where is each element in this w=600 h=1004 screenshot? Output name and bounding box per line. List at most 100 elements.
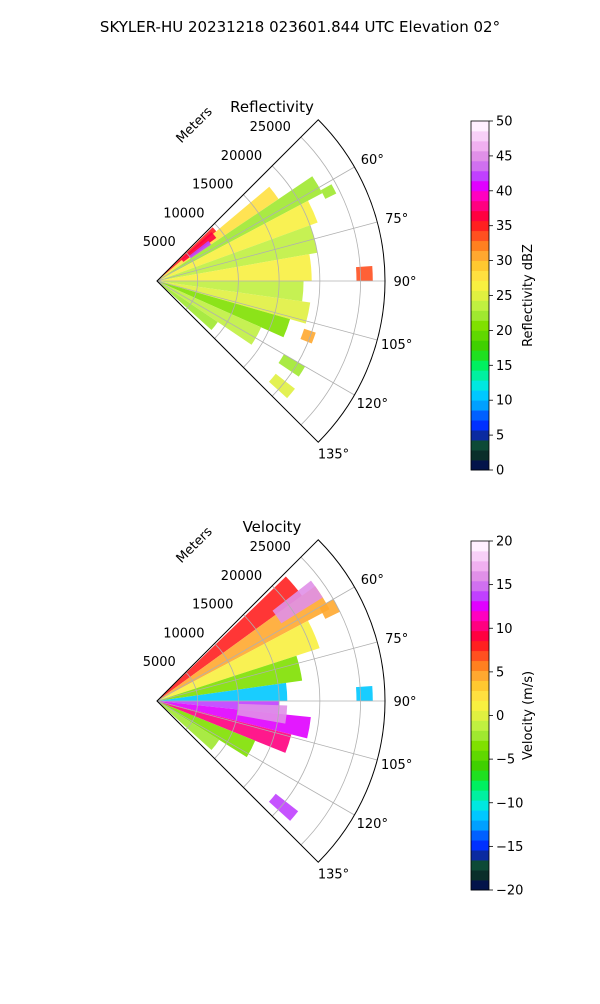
colorbar-tick-label: −5: [496, 753, 515, 768]
colorbar-label: Velocity (m/s): [521, 671, 536, 760]
data-sector: [157, 227, 217, 281]
colorbar-segment: [471, 280, 489, 291]
colorbar-segment: [471, 740, 489, 751]
data-sector: [157, 225, 318, 281]
sector-frame: [156, 539, 386, 863]
data-layer: [157, 176, 373, 399]
colorbar-segment: [471, 690, 489, 701]
colorbar-segment: [471, 830, 489, 841]
radar-panels: Reflectivity 5000 10000 15000 20000 25000 Mete…: [143, 98, 536, 899]
colorbar: −20 −15 −10 −5 0 5 10 15 20 Velocity (m/s): [470, 535, 536, 899]
colorbar-segment: [471, 810, 489, 821]
colorbar-segment: [471, 780, 489, 791]
data-sector: [272, 580, 323, 624]
azimuth-spoke: [156, 700, 355, 816]
data-sector: [237, 703, 288, 724]
colorbar-segment: [471, 541, 489, 552]
colorbar-segment: [471, 220, 489, 232]
colorbar-segment: [471, 260, 489, 271]
colorbar-segment: [471, 440, 489, 451]
data-sector: [157, 176, 323, 281]
colorbar-segment: [471, 880, 489, 891]
colorbar-segment: [471, 790, 489, 801]
azimuth-tick-label: 90°: [393, 275, 416, 290]
colorbar-tick-label: −20: [496, 884, 523, 899]
colorbar-segment: [471, 660, 489, 672]
colorbar-tick-label: 10: [496, 394, 513, 409]
radial-tick-label: 25000: [250, 540, 291, 555]
sector-frame: [156, 119, 386, 443]
azimuth-tick-label: 120°: [357, 817, 388, 832]
colorbar-segment: [471, 600, 489, 612]
data-sector: [157, 701, 220, 751]
data-sector: [157, 701, 292, 753]
radial-tick-label: 20000: [221, 569, 262, 584]
azimuth-tick-label: 60°: [361, 573, 384, 588]
data-sector: [157, 281, 218, 331]
colorbar-tick-label: −15: [496, 840, 523, 855]
colorbar-segment: [471, 800, 489, 811]
azimuth-tick-label: 60°: [361, 153, 384, 168]
data-sector: [320, 184, 337, 199]
colorbar-segment: [471, 570, 489, 582]
colorbar-segment: [471, 730, 489, 741]
colorbar-tick-label: 5: [496, 665, 504, 680]
colorbar-segment: [471, 390, 489, 401]
data-sector: [157, 620, 320, 701]
colorbar-tick-label: 35: [496, 219, 513, 234]
colorbar-segment: [471, 610, 489, 622]
colorbar-segment: [471, 710, 489, 721]
panel-title: Velocity: [243, 518, 302, 536]
data-sector: [189, 240, 212, 259]
colorbar-segment: [471, 200, 489, 212]
colorbar-segment: [471, 550, 489, 562]
figure-suptitle: SKYLER-HU 20231218 023601.844 UTC Elevat…: [100, 18, 500, 36]
colorbar-tick-label: 15: [496, 359, 513, 374]
colorbar-tick-label: 10: [496, 622, 513, 637]
radial-axis-label: Meters: [174, 524, 216, 566]
data-sector: [356, 685, 373, 701]
data-sector: [157, 701, 311, 739]
azimuth-tick-label: 90°: [393, 695, 416, 710]
colorbar-segment: [471, 850, 489, 861]
data-sector: [181, 231, 217, 262]
panel-title: Reflectivity: [230, 98, 314, 116]
data-sector: [157, 254, 312, 281]
colorbar-segment: [471, 300, 489, 311]
radial-tick-label: 5000: [143, 235, 176, 250]
colorbar-segment: [471, 140, 489, 152]
colorbar-tick-label: 15: [496, 578, 513, 593]
data-sector: [268, 793, 299, 821]
azimuth-tick-label: 75°: [385, 632, 408, 647]
colorbar-segment: [471, 560, 489, 572]
data-sector: [157, 655, 303, 701]
colorbar-segment: [471, 450, 489, 461]
colorbar-segment: [471, 840, 489, 851]
colorbar-label: Reflectivity dBZ: [521, 244, 536, 347]
data-sector: [157, 281, 304, 302]
azimuth-tick-label: 135°: [318, 448, 349, 463]
colorbar-tick-label: 50: [496, 115, 513, 130]
colorbar-tick-label: 40: [496, 184, 513, 199]
colorbar-tick-label: 25: [496, 289, 513, 304]
colorbar-segment: [471, 770, 489, 781]
colorbar-segment: [471, 620, 489, 632]
azimuth-spoke: [156, 641, 378, 702]
radial-tick-label: 10000: [163, 206, 204, 221]
data-sector: [157, 682, 288, 701]
colorbar-segment: [471, 150, 489, 162]
data-sector: [157, 576, 302, 701]
data-sector: [157, 281, 291, 338]
data-sector: [157, 200, 318, 281]
colorbar-tick-label: 45: [496, 149, 513, 164]
colorbar-segment: [471, 760, 489, 771]
colorbar-segment: [471, 370, 489, 381]
radial-tick-label: 5000: [143, 655, 176, 670]
colorbar-tick-label: 30: [496, 254, 513, 269]
colorbar-segment: [471, 230, 489, 242]
colorbar-segment: [471, 400, 489, 411]
colorbar-segment: [471, 130, 489, 142]
radial-tick-label: 15000: [192, 178, 233, 193]
colorbar-segment: [471, 330, 489, 341]
